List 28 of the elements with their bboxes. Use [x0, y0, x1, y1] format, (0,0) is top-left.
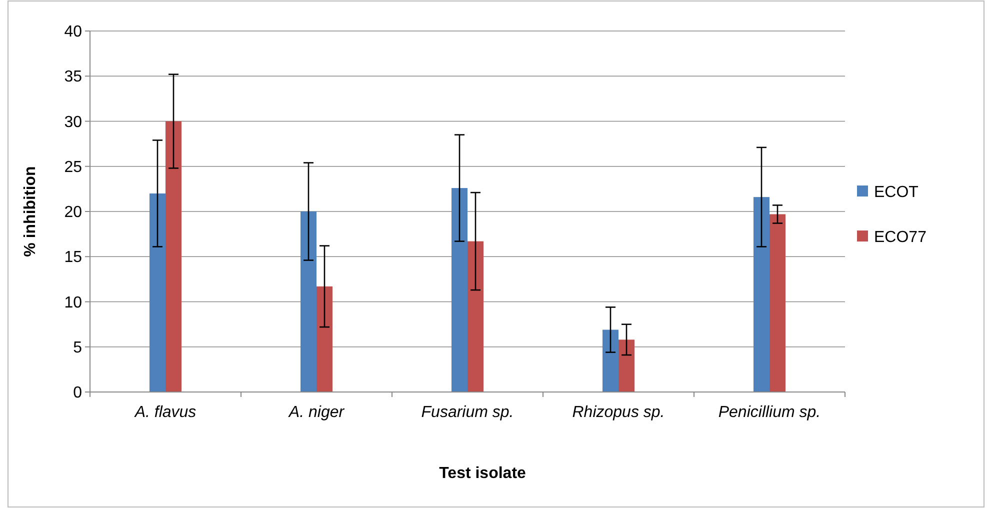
y-tick-label: 0 — [73, 384, 82, 402]
bar — [452, 188, 468, 392]
bar — [166, 121, 182, 392]
x-axis-title: Test isolate — [439, 465, 526, 482]
bar — [300, 212, 316, 392]
x-tick-label: Fusarium sp. — [421, 404, 514, 421]
bar — [150, 193, 166, 392]
bar — [754, 197, 770, 392]
x-tick-label: A. flavus — [134, 404, 196, 421]
x-tick-label: A. niger — [288, 404, 345, 421]
y-tick-label: 10 — [64, 294, 82, 312]
y-axis-title: % inhibition — [22, 166, 39, 257]
bar — [468, 241, 484, 392]
y-tick-label: 40 — [64, 24, 82, 41]
bar — [770, 214, 786, 392]
y-tick-label: 30 — [64, 114, 82, 131]
bar — [618, 340, 634, 392]
y-tick-label: 25 — [64, 158, 82, 176]
bar — [602, 330, 618, 392]
legend-label: ECOT — [874, 184, 919, 202]
x-tick-label: Penicillium sp. — [718, 404, 821, 421]
legend-label: ECO77 — [874, 229, 927, 246]
x-tick-label: Rhizopus sp. — [572, 404, 665, 421]
bar — [316, 286, 332, 392]
y-tick-label: 5 — [73, 339, 82, 356]
y-tick-label: 20 — [64, 204, 82, 222]
y-tick-label: 35 — [64, 68, 82, 86]
y-tick-label: 15 — [64, 249, 82, 266]
